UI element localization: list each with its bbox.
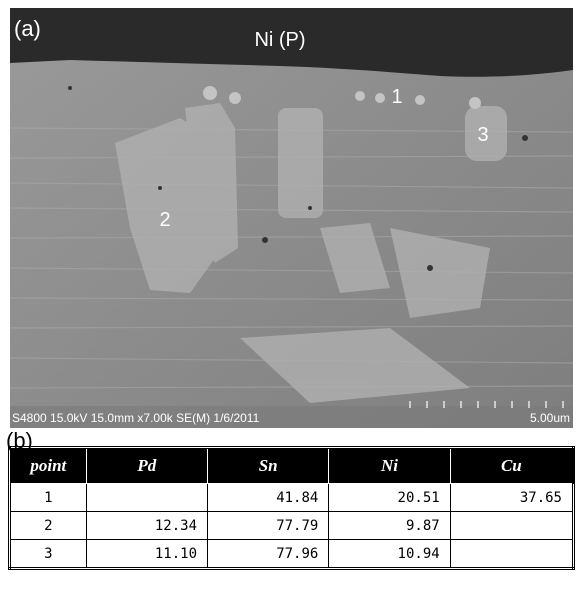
table-cell: [450, 512, 573, 540]
scale-bar-label: 5.00um: [530, 411, 570, 425]
table-cell: 37.65: [450, 484, 573, 512]
page: (a) Ni (P) 1 2 3 S4800 15.0kV 15.0mm x7.…: [0, 0, 581, 601]
table-cell: 12.34: [86, 512, 207, 540]
table-cell: 20.51: [329, 484, 450, 512]
table-cell: 77.96: [208, 540, 329, 569]
table-cell: 41.84: [208, 484, 329, 512]
table-cell: [86, 484, 207, 512]
table-cell: 11.10: [86, 540, 207, 569]
column-header: Ni: [329, 448, 450, 484]
panel-label: (a): [14, 16, 41, 41]
table-cell: 10.94: [329, 540, 450, 569]
column-header: point: [10, 448, 87, 484]
annotation: 1: [391, 86, 402, 108]
info-bar: S4800 15.0kV 15.0mm x7.00k SE(M) 1/6/201…: [12, 411, 260, 425]
annotation: 2: [159, 209, 170, 231]
annotation: Ni (P): [254, 29, 305, 51]
table-cell: 77.79: [208, 512, 329, 540]
column-header: Cu: [450, 448, 573, 484]
sem-image: (a) Ni (P) 1 2 3 S4800 15.0kV 15.0mm x7.…: [10, 8, 573, 428]
table-cell: 1: [10, 484, 87, 512]
table-cell: 9.87: [329, 512, 450, 540]
annotation: 3: [477, 124, 488, 146]
column-header: Sn: [208, 448, 329, 484]
table-cell: [450, 540, 573, 569]
table-cell: 3: [10, 540, 87, 569]
column-header: Pd: [86, 448, 207, 484]
table-cell: 2: [10, 512, 87, 540]
